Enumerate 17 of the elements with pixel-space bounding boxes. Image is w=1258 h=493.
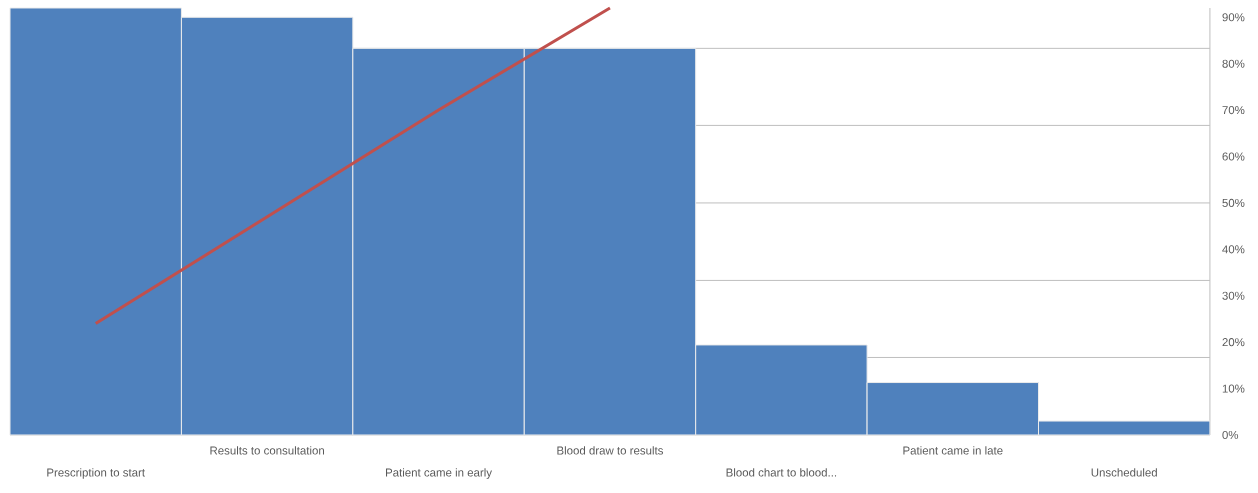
x-tick-label: Patient came in early <box>386 468 492 479</box>
x-tick-label: Blood draw to results <box>557 446 664 455</box>
y-tick-label: 30% <box>1222 291 1245 300</box>
y-tick-label: 90% <box>1222 13 1245 22</box>
y-tick-label: 20% <box>1222 338 1245 347</box>
y-tick-label: 70% <box>1222 106 1245 115</box>
y-tick-label: 10% <box>1222 384 1245 393</box>
y-tick-label: 0% <box>1222 430 1239 440</box>
x-tick-label: Patient came in late <box>903 446 1003 455</box>
x-tick-label: Results to consultation <box>210 446 324 455</box>
y-tick-label: 50% <box>1222 198 1245 207</box>
x-tick-label: Unscheduled <box>1091 468 1157 477</box>
x-tick-label: Prescription to start <box>47 468 145 479</box>
y-tick-label: 80% <box>1222 59 1245 68</box>
x-tick-label: Blood chart to blood... <box>726 468 837 477</box>
y-tick-label: 40% <box>1222 245 1245 254</box>
y-tick-label: 60% <box>1222 152 1245 161</box>
